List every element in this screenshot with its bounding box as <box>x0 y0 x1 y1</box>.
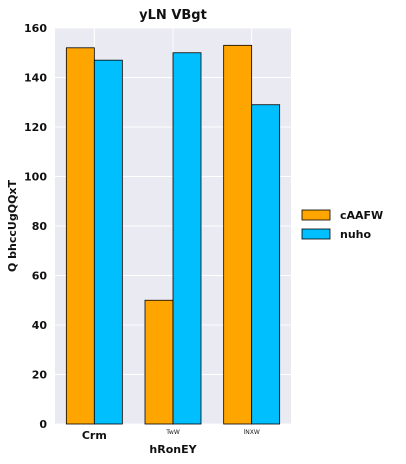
y-tick-label: 40 <box>32 319 48 332</box>
bar-nuho-TwW <box>172 52 202 425</box>
bar-nuho-Crm <box>93 59 123 425</box>
y-axis-label: Q bhccUgQQxT <box>6 179 19 272</box>
y-axis-ticks: 0 20 40 60 80 100 120 140 160 <box>24 22 47 431</box>
legend-label-1: nuho <box>340 228 371 241</box>
bar-nuho-lNXW <box>251 104 281 425</box>
x-tick-label: lNXW <box>244 429 260 436</box>
y-tick-label: 160 <box>24 22 47 35</box>
legend-swatch-1 <box>301 228 331 240</box>
y-tick-label: 0 <box>39 418 47 431</box>
x-axis-ticks: Crm TwW lNXW <box>82 429 260 442</box>
bar-cAAFW-lNXW <box>223 44 253 425</box>
legend-swatch-0 <box>301 209 331 221</box>
y-tick-label: 100 <box>24 171 47 184</box>
x-axis-label: hRonEY <box>149 443 197 456</box>
y-tick-label: 80 <box>32 220 48 233</box>
bars <box>65 44 281 425</box>
y-tick-label: 140 <box>24 72 47 85</box>
y-tick-label: 60 <box>32 270 48 283</box>
chart-title: yLN VBgt <box>139 8 207 23</box>
bar-cAAFW-Crm <box>65 47 95 425</box>
bar-cAAFW-TwW <box>144 299 174 425</box>
x-tick-label: Crm <box>82 429 107 442</box>
y-tick-label: 20 <box>32 369 48 382</box>
y-tick-label: 120 <box>24 121 47 134</box>
legend-label-0: cAAFW <box>340 209 383 222</box>
legend: cAAFW nuho <box>301 209 383 241</box>
x-tick-label: TwW <box>165 429 180 436</box>
